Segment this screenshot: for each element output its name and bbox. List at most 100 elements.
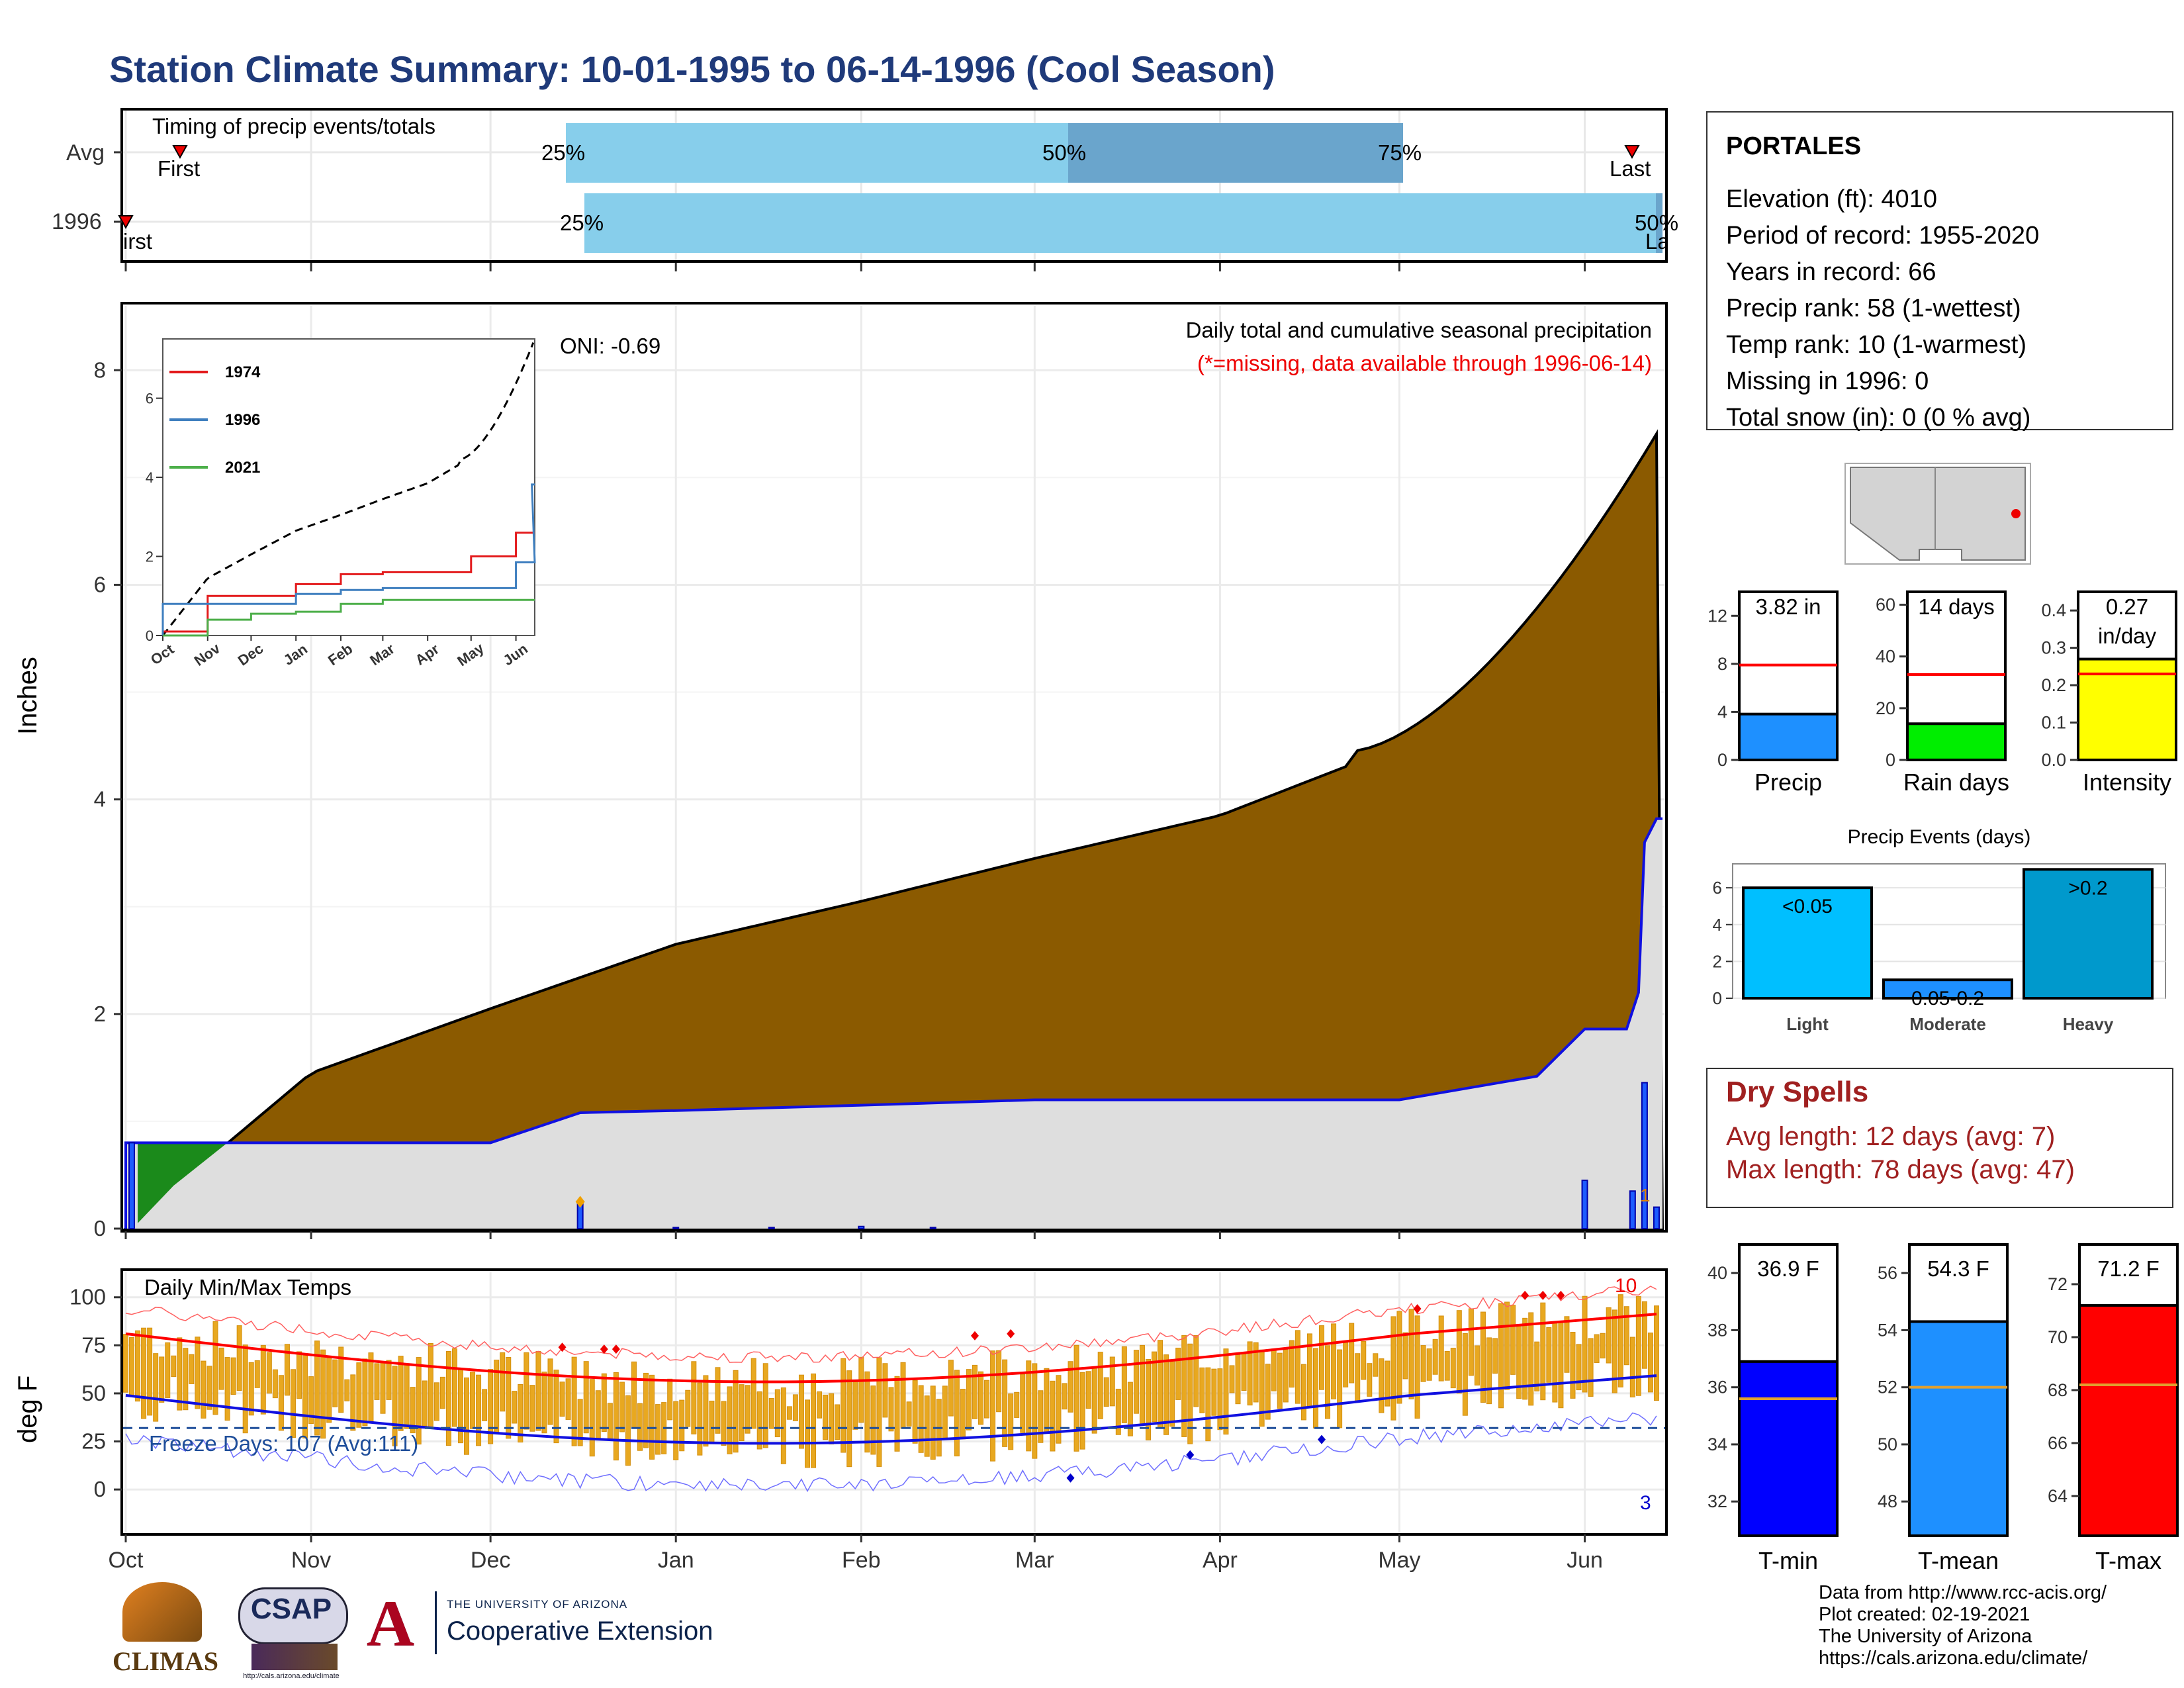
daily-temp-bar: [386, 1360, 392, 1400]
timing-avg-last-marker: [1624, 145, 1640, 160]
daily-temp-bar: [439, 1376, 445, 1409]
station-info-lines: Elevation (ft): 4010 Period of record: 1…: [1726, 181, 2039, 436]
dry-spells-title: Dry Spells: [1726, 1076, 1869, 1108]
daily-temp-bar: [1002, 1359, 1008, 1447]
map-states: [1850, 467, 2026, 561]
events-ytick-label: 0: [1713, 988, 1722, 1008]
daily-temp-bar: [1367, 1363, 1373, 1397]
temp-bar-ytick-label: 48: [1878, 1491, 1897, 1511]
daily-temp-bar: [1337, 1349, 1343, 1429]
daily-temp-bar: [1217, 1368, 1223, 1430]
inset-legend-label: 2021: [225, 459, 260, 477]
daily-temp-bar: [1373, 1353, 1379, 1377]
daily-temp-bar: [1510, 1305, 1516, 1375]
daily-precip-bar: [858, 1225, 865, 1230]
daily-temp-bar: [966, 1369, 972, 1430]
record-high-marker: [1413, 1304, 1422, 1314]
daily-precip-bar: [1629, 1190, 1636, 1230]
precip-bar-ytick-label: 12: [1707, 606, 1727, 626]
daily-temp-bar: [1558, 1322, 1564, 1409]
record-high-line: [125, 1286, 1657, 1363]
daily-temp-bar: [1103, 1377, 1109, 1407]
daily-temp-bar: [960, 1389, 966, 1440]
temp-xtick-label: Dec: [471, 1548, 510, 1573]
daily-temp-bar: [1032, 1363, 1038, 1459]
daily-temp-bar: [1026, 1360, 1032, 1452]
daily-temp-bar: [900, 1362, 906, 1429]
daily-temp-bar: [1205, 1367, 1211, 1442]
daily-temp-bar: [667, 1378, 673, 1421]
record-high-marker: [1007, 1329, 1015, 1338]
timing-avg-bar-q25-q50: [566, 123, 1068, 183]
daily-temp-bar: [1570, 1331, 1576, 1399]
timing-label: Timing of precip events/totals: [152, 114, 435, 138]
daily-temp-bar: [1091, 1366, 1097, 1434]
temp-bar-ytick-label: 72: [2048, 1274, 2068, 1294]
daily-temp-bar: [296, 1351, 302, 1399]
daily-temp-bar: [1038, 1390, 1044, 1443]
daily-temp-bar: [1020, 1374, 1026, 1433]
daily-temp-bar: [1444, 1350, 1450, 1381]
csap-logo[interactable]: CSAP http://cals.arizona.edu/climate: [232, 1581, 351, 1683]
1996-above-avg-area: [126, 1143, 228, 1223]
daily-precip-bar: [1641, 1082, 1648, 1229]
daily-precip-bar: [929, 1227, 936, 1229]
record-high-marker: [600, 1344, 608, 1354]
daily-temp-bar: [356, 1362, 362, 1428]
daily-temp-bar: [1438, 1315, 1444, 1382]
freeze-days-label: Freeze Days: 107 (Avg:111): [149, 1431, 419, 1456]
daily-temp-bar: [224, 1357, 230, 1421]
temp-xtick-label: Mar: [1015, 1548, 1054, 1573]
daily-temp-bar: [1158, 1340, 1163, 1429]
daily-temp-bar: [876, 1357, 882, 1467]
temps-ylabel: deg F: [13, 1375, 42, 1443]
daily-temp-bar: [1450, 1348, 1456, 1389]
precip-bar-Rain days: [1906, 722, 2007, 762]
event-category-label: Moderate: [1909, 1014, 1986, 1034]
daily-temp-bar: [811, 1373, 817, 1468]
timing-1996-q50: 50%: [1635, 211, 1679, 235]
daily-temp-bar: [972, 1364, 978, 1419]
info-line: Temp rank: 10 (1-warmest): [1726, 331, 2027, 359]
daily-temp-bar: [954, 1370, 960, 1457]
info-line: Total snow (in): 0 (0 % avg): [1726, 404, 2031, 432]
daily-temp-bar: [679, 1399, 685, 1452]
events-ytick-label: 6: [1713, 878, 1722, 898]
temps-panel: 0 25 50 75 100 Oct Nov Dec Jan Feb Mar Apr May Jun: [69, 1268, 1668, 1573]
daily-temp-bar: [780, 1387, 786, 1464]
footer-line: https://cals.arizona.edu/climate/: [1819, 1648, 2088, 1669]
daily-temp-bar: [817, 1391, 823, 1419]
daily-temp-bar: [721, 1401, 727, 1446]
footer-line: Plot created: 02-19-2021: [1819, 1604, 2030, 1625]
temp-xtick-label: May: [1378, 1548, 1420, 1573]
daily-temp-bar: [518, 1383, 523, 1443]
daily-temp-bar: [1361, 1340, 1367, 1380]
precip-bar-Precip: [1738, 712, 1839, 762]
event-category-label: Heavy: [2063, 1014, 2114, 1034]
precip-bar-ytick-label: 0.2: [2041, 675, 2066, 695]
daily-temp-bar: [1163, 1354, 1169, 1435]
daily-temp-bar: [284, 1344, 290, 1396]
timing-row-avg: Avg: [66, 140, 105, 165]
daily-temp-bar: [553, 1370, 559, 1444]
inset-series-1996: [161, 483, 536, 635]
daily-temp-bar: [482, 1389, 488, 1421]
daily-temp-bar: [649, 1374, 655, 1460]
daily-temp-bar: [1504, 1301, 1510, 1390]
climas-text: CLIMAS: [112, 1646, 219, 1676]
daily-temp-bar: [254, 1360, 260, 1388]
inset-series-1974: [161, 532, 535, 635]
csap-cloud: [238, 1587, 348, 1644]
climas-logo[interactable]: CLIMAS: [109, 1582, 218, 1681]
daily-temp-bar: [183, 1348, 189, 1411]
daily-temp-bar: [1187, 1343, 1193, 1444]
precip-ytick-label: 8: [94, 357, 106, 382]
dry-spells-max: Max length: 78 days (avg: 47): [1726, 1155, 2075, 1184]
daily-temp-bar: [912, 1380, 918, 1444]
ua-logo[interactable]: A THE UNIVERSITY OF ARIZONA Cooperative …: [361, 1589, 758, 1668]
footer-line: Data from http://www.rcc-acis.org/: [1819, 1582, 2107, 1603]
daily-temp-bar: [230, 1357, 236, 1395]
temp-bar-T-mean: [1908, 1320, 2009, 1537]
daily-temp-bar: [841, 1358, 846, 1453]
